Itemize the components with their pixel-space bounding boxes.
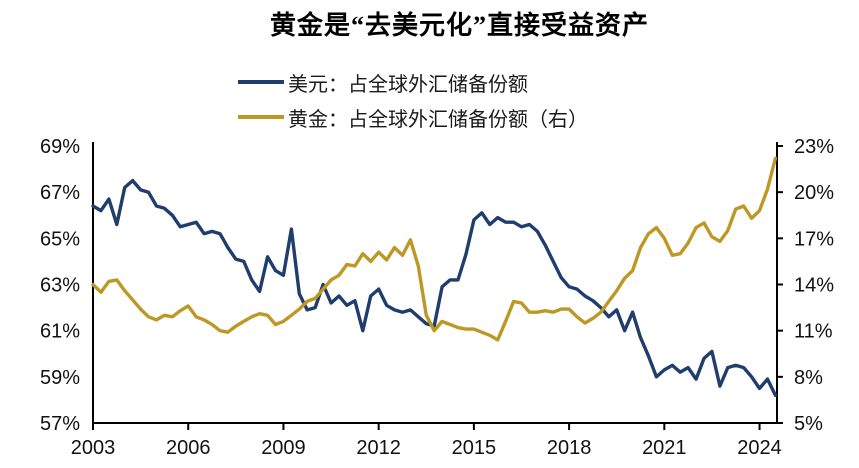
x-axis-tick-label: 2012 <box>356 437 401 459</box>
usd-series-line <box>91 178 778 397</box>
legend-label-gold: 黄金：占全球外汇储备份额（右） <box>288 108 588 131</box>
left-axis-tick-label: 63% <box>40 275 80 297</box>
right-axis-tick-label: 20% <box>794 182 834 204</box>
legend-item-usd: 美元：占全球外汇储备份额 <box>238 70 588 96</box>
x-axis-tick-label: 2018 <box>547 437 592 459</box>
chart-title: 黄金是“去美元化”直接受益资产 <box>269 11 649 40</box>
legend-label-usd: 美元：占全球外汇储备份额 <box>288 73 528 96</box>
right-axis-tick-label: 14% <box>794 275 834 297</box>
x-axis-tick-label: 2015 <box>452 437 497 459</box>
usd-line-swatch <box>238 80 284 84</box>
x-axis-tick-label: 2003 <box>71 437 116 459</box>
left-axis-tick-label: 57% <box>40 413 80 435</box>
left-axis-tick-label: 69% <box>40 136 80 158</box>
x-axis-tick-label: 2021 <box>642 437 687 459</box>
x-axis-tick-label: 2024 <box>737 437 782 459</box>
left-axis-tick-label: 67% <box>40 182 80 204</box>
left-axis-tick-label: 59% <box>40 367 80 389</box>
x-axis-tick-label: 2009 <box>261 437 306 459</box>
left-axis-tick-label: 65% <box>40 228 80 250</box>
right-axis-tick-label: 23% <box>794 136 834 158</box>
x-axis-tick-label: 2006 <box>166 437 211 459</box>
left-axis-tick-label: 61% <box>40 321 80 343</box>
right-axis-tick-label: 5% <box>794 413 823 435</box>
right-axis-tick-label: 8% <box>794 367 823 389</box>
right-axis-tick-label: 17% <box>794 228 834 250</box>
gold-line-swatch <box>238 115 284 119</box>
gold-series-line <box>91 156 778 342</box>
right-axis-tick-label: 11% <box>794 321 833 343</box>
legend-item-gold: 黄金：占全球外汇储备份额（右） <box>238 105 588 131</box>
legend: 美元：占全球外汇储备份额 黄金：占全球外汇储备份额（右） <box>238 70 588 140</box>
